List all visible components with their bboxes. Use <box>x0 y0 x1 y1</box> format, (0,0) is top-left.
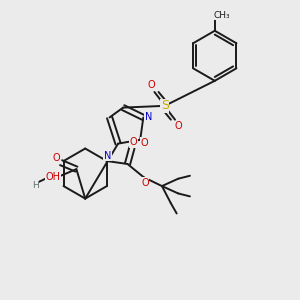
Text: O: O <box>141 178 149 188</box>
Text: CH₃: CH₃ <box>214 11 230 20</box>
Text: O: O <box>141 138 148 148</box>
Text: O: O <box>53 153 61 163</box>
Text: O: O <box>174 122 182 131</box>
Text: N: N <box>145 112 152 122</box>
Text: O: O <box>130 137 137 148</box>
Text: S: S <box>161 99 169 112</box>
Text: OH: OH <box>45 172 60 182</box>
Text: H: H <box>32 181 39 190</box>
Text: O: O <box>148 80 155 90</box>
Text: N: N <box>104 151 111 161</box>
